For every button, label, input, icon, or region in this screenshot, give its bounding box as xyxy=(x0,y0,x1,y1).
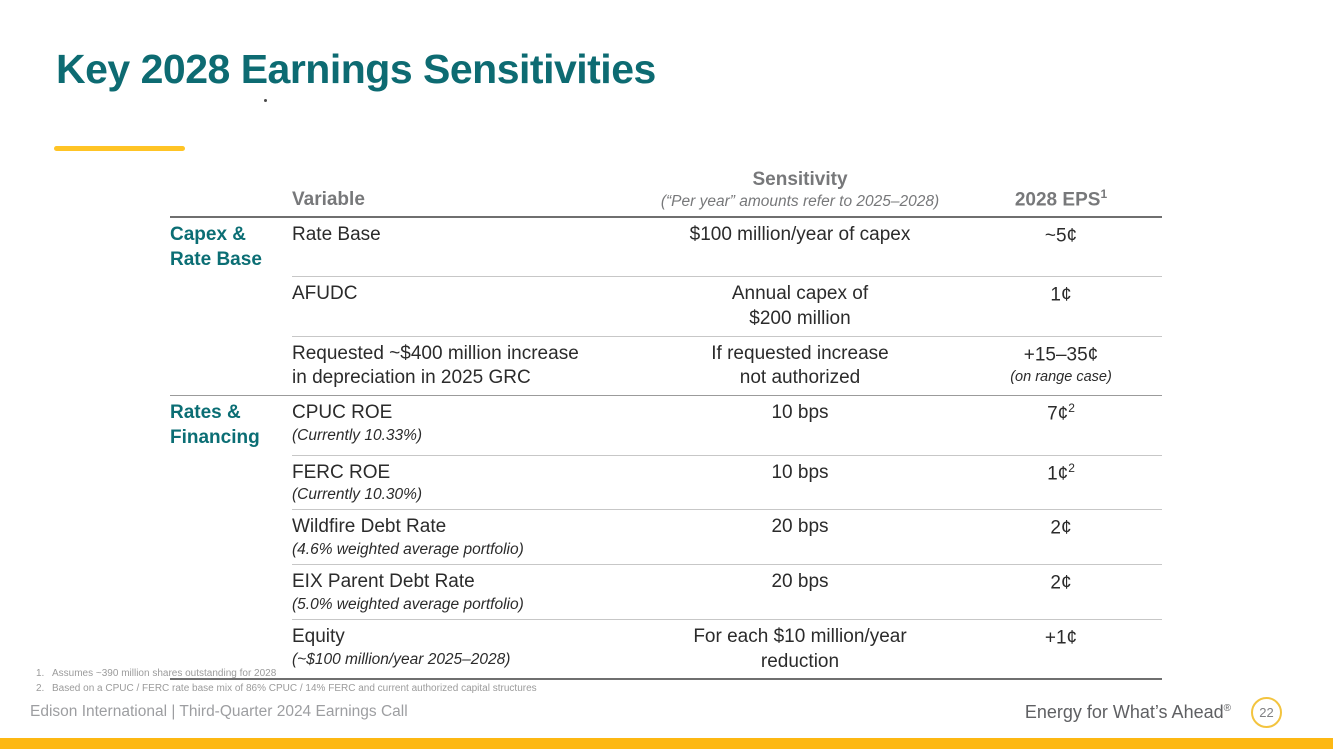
table-row-depreciation-grc: Requested ~$400 million increase in depr… xyxy=(170,335,1162,395)
eps-value: ~5¢ xyxy=(1044,225,1078,247)
header-sensitivity-note: (“Per year” amounts refer to 2025–2028) xyxy=(660,192,940,210)
variable-note: (~$100 million/year 2025–2028) xyxy=(292,650,511,668)
variable-cell: Rate Base xyxy=(292,218,640,276)
sensitivity-text: 10 bps xyxy=(771,402,829,424)
group-label-spacer xyxy=(170,276,292,335)
bottom-accent-bar xyxy=(0,738,1333,749)
group-label-spacer xyxy=(170,455,292,510)
variable-cell: Requested ~$400 million increase in depr… xyxy=(292,335,640,395)
header-variable: Variable xyxy=(292,189,365,210)
brand-tagline: Energy for What’s Ahead® xyxy=(1024,702,1231,722)
variable-cell: FERC ROE (Currently 10.30%) xyxy=(292,454,640,510)
eps-value: 1¢2 xyxy=(1047,460,1075,484)
eps-cell: 2¢ xyxy=(960,509,1162,564)
table-row-rate-base: Capex & Rate Base Rate Base $100 million… xyxy=(170,218,1162,276)
eps-value: 7¢2 xyxy=(1047,401,1075,425)
footnote-2: 2. Based on a CPUC / FERC rate base mix … xyxy=(36,682,537,697)
variable-cell: EIX Parent Debt Rate (5.0% weighted aver… xyxy=(292,564,640,619)
footnote-number: 2. xyxy=(36,682,45,694)
eps-value: 1¢ xyxy=(1050,284,1072,306)
variable-note: (Currently 10.30%) xyxy=(292,486,423,504)
table-row-wildfire-debt-rate: Wildfire Debt Rate (4.6% weighted averag… xyxy=(170,509,1162,564)
sensitivity-text: Annual capex of $200 million xyxy=(640,276,960,335)
group-label-spacer xyxy=(170,336,292,395)
variable-cell: Equity (~$100 million/year 2025–2028) xyxy=(292,618,640,678)
header-eps: 2028 EPS1 xyxy=(960,187,1162,211)
eps-cell: 2¢ xyxy=(960,564,1162,619)
eps-cell: 1¢2 xyxy=(960,454,1162,510)
page-title: Key 2028 Earnings Sensitivities xyxy=(56,46,656,92)
sensitivity-text: If requested increase not authorized xyxy=(640,335,960,395)
footnotes: 1. Assumes ~390 million shares outstandi… xyxy=(36,667,537,696)
table-row-eix-parent-debt-rate: EIX Parent Debt Rate (5.0% weighted aver… xyxy=(170,564,1162,619)
variable-cell: CPUC ROE (Currently 10.33%) xyxy=(292,396,640,454)
sensitivities-table: Variable Sensitivity (“Per year” amounts… xyxy=(170,163,1162,681)
sensitivity-text: 20 bps xyxy=(640,564,960,619)
header-sensitivity-label: Sensitivity xyxy=(752,168,848,190)
page-number-badge: 22 xyxy=(1251,697,1282,728)
variable-text: CPUC ROE xyxy=(292,402,393,424)
variable-note: (5.0% weighted average portfolio) xyxy=(292,595,524,613)
footnote-text: Based on a CPUC / FERC rate base mix of … xyxy=(52,682,537,694)
variable-note: (4.6% weighted average portfolio) xyxy=(292,541,524,559)
stray-dot xyxy=(264,99,267,102)
footer-right: Energy for What’s Ahead® 22 xyxy=(1025,697,1282,728)
variable-text: FERC ROE xyxy=(292,461,391,483)
footer-deck-title: Edison International | Third-Quarter 202… xyxy=(30,703,408,720)
eps-value: 2¢ xyxy=(1050,572,1072,594)
variable-text: EIX Parent Debt Rate xyxy=(292,571,475,593)
footnote-text: Assumes ~390 million shares outstanding … xyxy=(52,668,277,679)
variable-note: (Currently 10.33%) xyxy=(292,426,423,444)
eps-note: (on range case) xyxy=(1010,368,1112,385)
eps-cell: +15–35¢ (on range case) xyxy=(960,335,1162,395)
eps-value: +15–35¢ xyxy=(1023,344,1099,366)
group-label-capex-rate-base: Capex & Rate Base xyxy=(170,224,262,270)
registered-mark: ® xyxy=(1223,703,1231,714)
eps-cell: 7¢2 xyxy=(960,396,1162,454)
variable-text: Wildfire Debt Rate xyxy=(292,516,447,538)
header-eps-footnote-ref: 1 xyxy=(1100,186,1108,201)
title-accent-bar xyxy=(54,146,185,151)
sensitivity-text: 10 bps xyxy=(640,454,960,510)
sensitivity-text: 20 bps xyxy=(640,509,960,564)
group-label-spacer xyxy=(170,564,292,619)
header-sensitivity: Sensitivity (“Per year” amounts refer to… xyxy=(640,169,960,211)
variable-cell: AFUDC xyxy=(292,276,640,335)
eps-value: 2¢ xyxy=(1050,517,1072,539)
eps-value: +1¢ xyxy=(1044,627,1078,649)
footnote-number: 1. xyxy=(36,668,45,679)
group-label-spacer xyxy=(170,509,292,564)
table-row-cpuc-roe: Rates & Financing CPUC ROE (Currently 10… xyxy=(170,395,1162,454)
table-row-ferc-roe: FERC ROE (Currently 10.30%) 10 bps 1¢2 xyxy=(170,454,1162,510)
sensitivity-text: $100 million/year of capex xyxy=(689,224,911,245)
header-eps-label: 2028 EPS xyxy=(1014,189,1101,210)
eps-cell: 1¢ xyxy=(960,276,1162,335)
sensitivity-text: For each $10 million/year reduction xyxy=(640,618,960,678)
eps-cell: ~5¢ xyxy=(960,218,1162,276)
table-header-row: Variable Sensitivity (“Per year” amounts… xyxy=(170,163,1162,218)
eps-cell: +1¢ xyxy=(960,618,1162,678)
footnote-1: 1. Assumes ~390 million shares outstandi… xyxy=(36,667,537,682)
table-row-afudc: AFUDC Annual capex of $200 million 1¢ xyxy=(170,276,1162,335)
variable-text: Requested ~$400 million increase in depr… xyxy=(292,342,579,389)
table-row-equity: Equity (~$100 million/year 2025–2028) Fo… xyxy=(170,618,1162,678)
variable-text: Equity xyxy=(292,625,345,647)
variable-text: Rate Base xyxy=(292,224,381,245)
variable-cell: Wildfire Debt Rate (4.6% weighted averag… xyxy=(292,509,640,564)
variable-text: AFUDC xyxy=(292,283,358,305)
group-label-rates-financing: Rates & Financing xyxy=(170,402,260,448)
